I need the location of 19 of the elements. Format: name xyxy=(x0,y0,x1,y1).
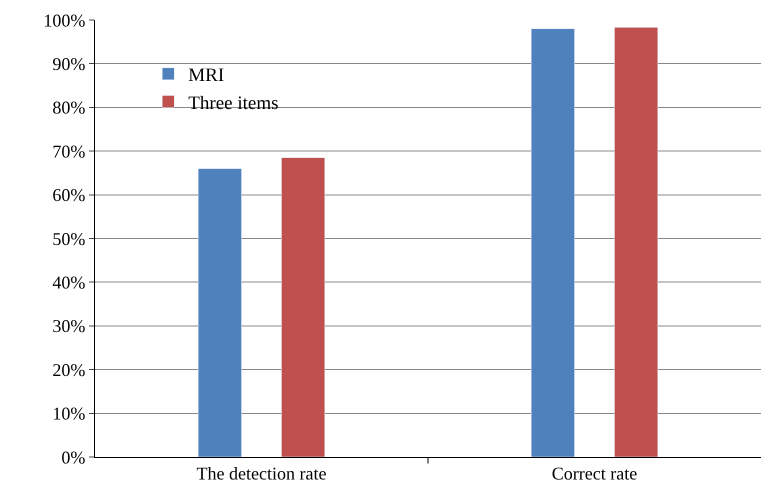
y-tick-label: 40% xyxy=(52,272,86,292)
y-tick-label: 10% xyxy=(52,404,86,424)
y-tick-label: 80% xyxy=(52,98,86,118)
y-tick-label: 30% xyxy=(52,316,86,336)
y-tick-label: 90% xyxy=(52,54,86,74)
x-tick-label: The detection rate xyxy=(196,464,326,484)
bar xyxy=(198,168,242,457)
y-tick-label: 100% xyxy=(43,10,86,30)
y-tick-label: 20% xyxy=(52,360,86,380)
y-tick-label: 0% xyxy=(61,447,86,468)
legend-label: MRI xyxy=(188,65,224,86)
y-tick-label: 60% xyxy=(52,185,86,206)
legend-label: Three items xyxy=(188,92,278,114)
x-tick-label: Correct rate xyxy=(552,464,638,484)
bar xyxy=(281,157,326,457)
y-tick-label: 50% xyxy=(52,228,86,249)
bar xyxy=(530,28,575,457)
bar xyxy=(614,27,658,457)
y-tick-label: 70% xyxy=(52,141,86,162)
